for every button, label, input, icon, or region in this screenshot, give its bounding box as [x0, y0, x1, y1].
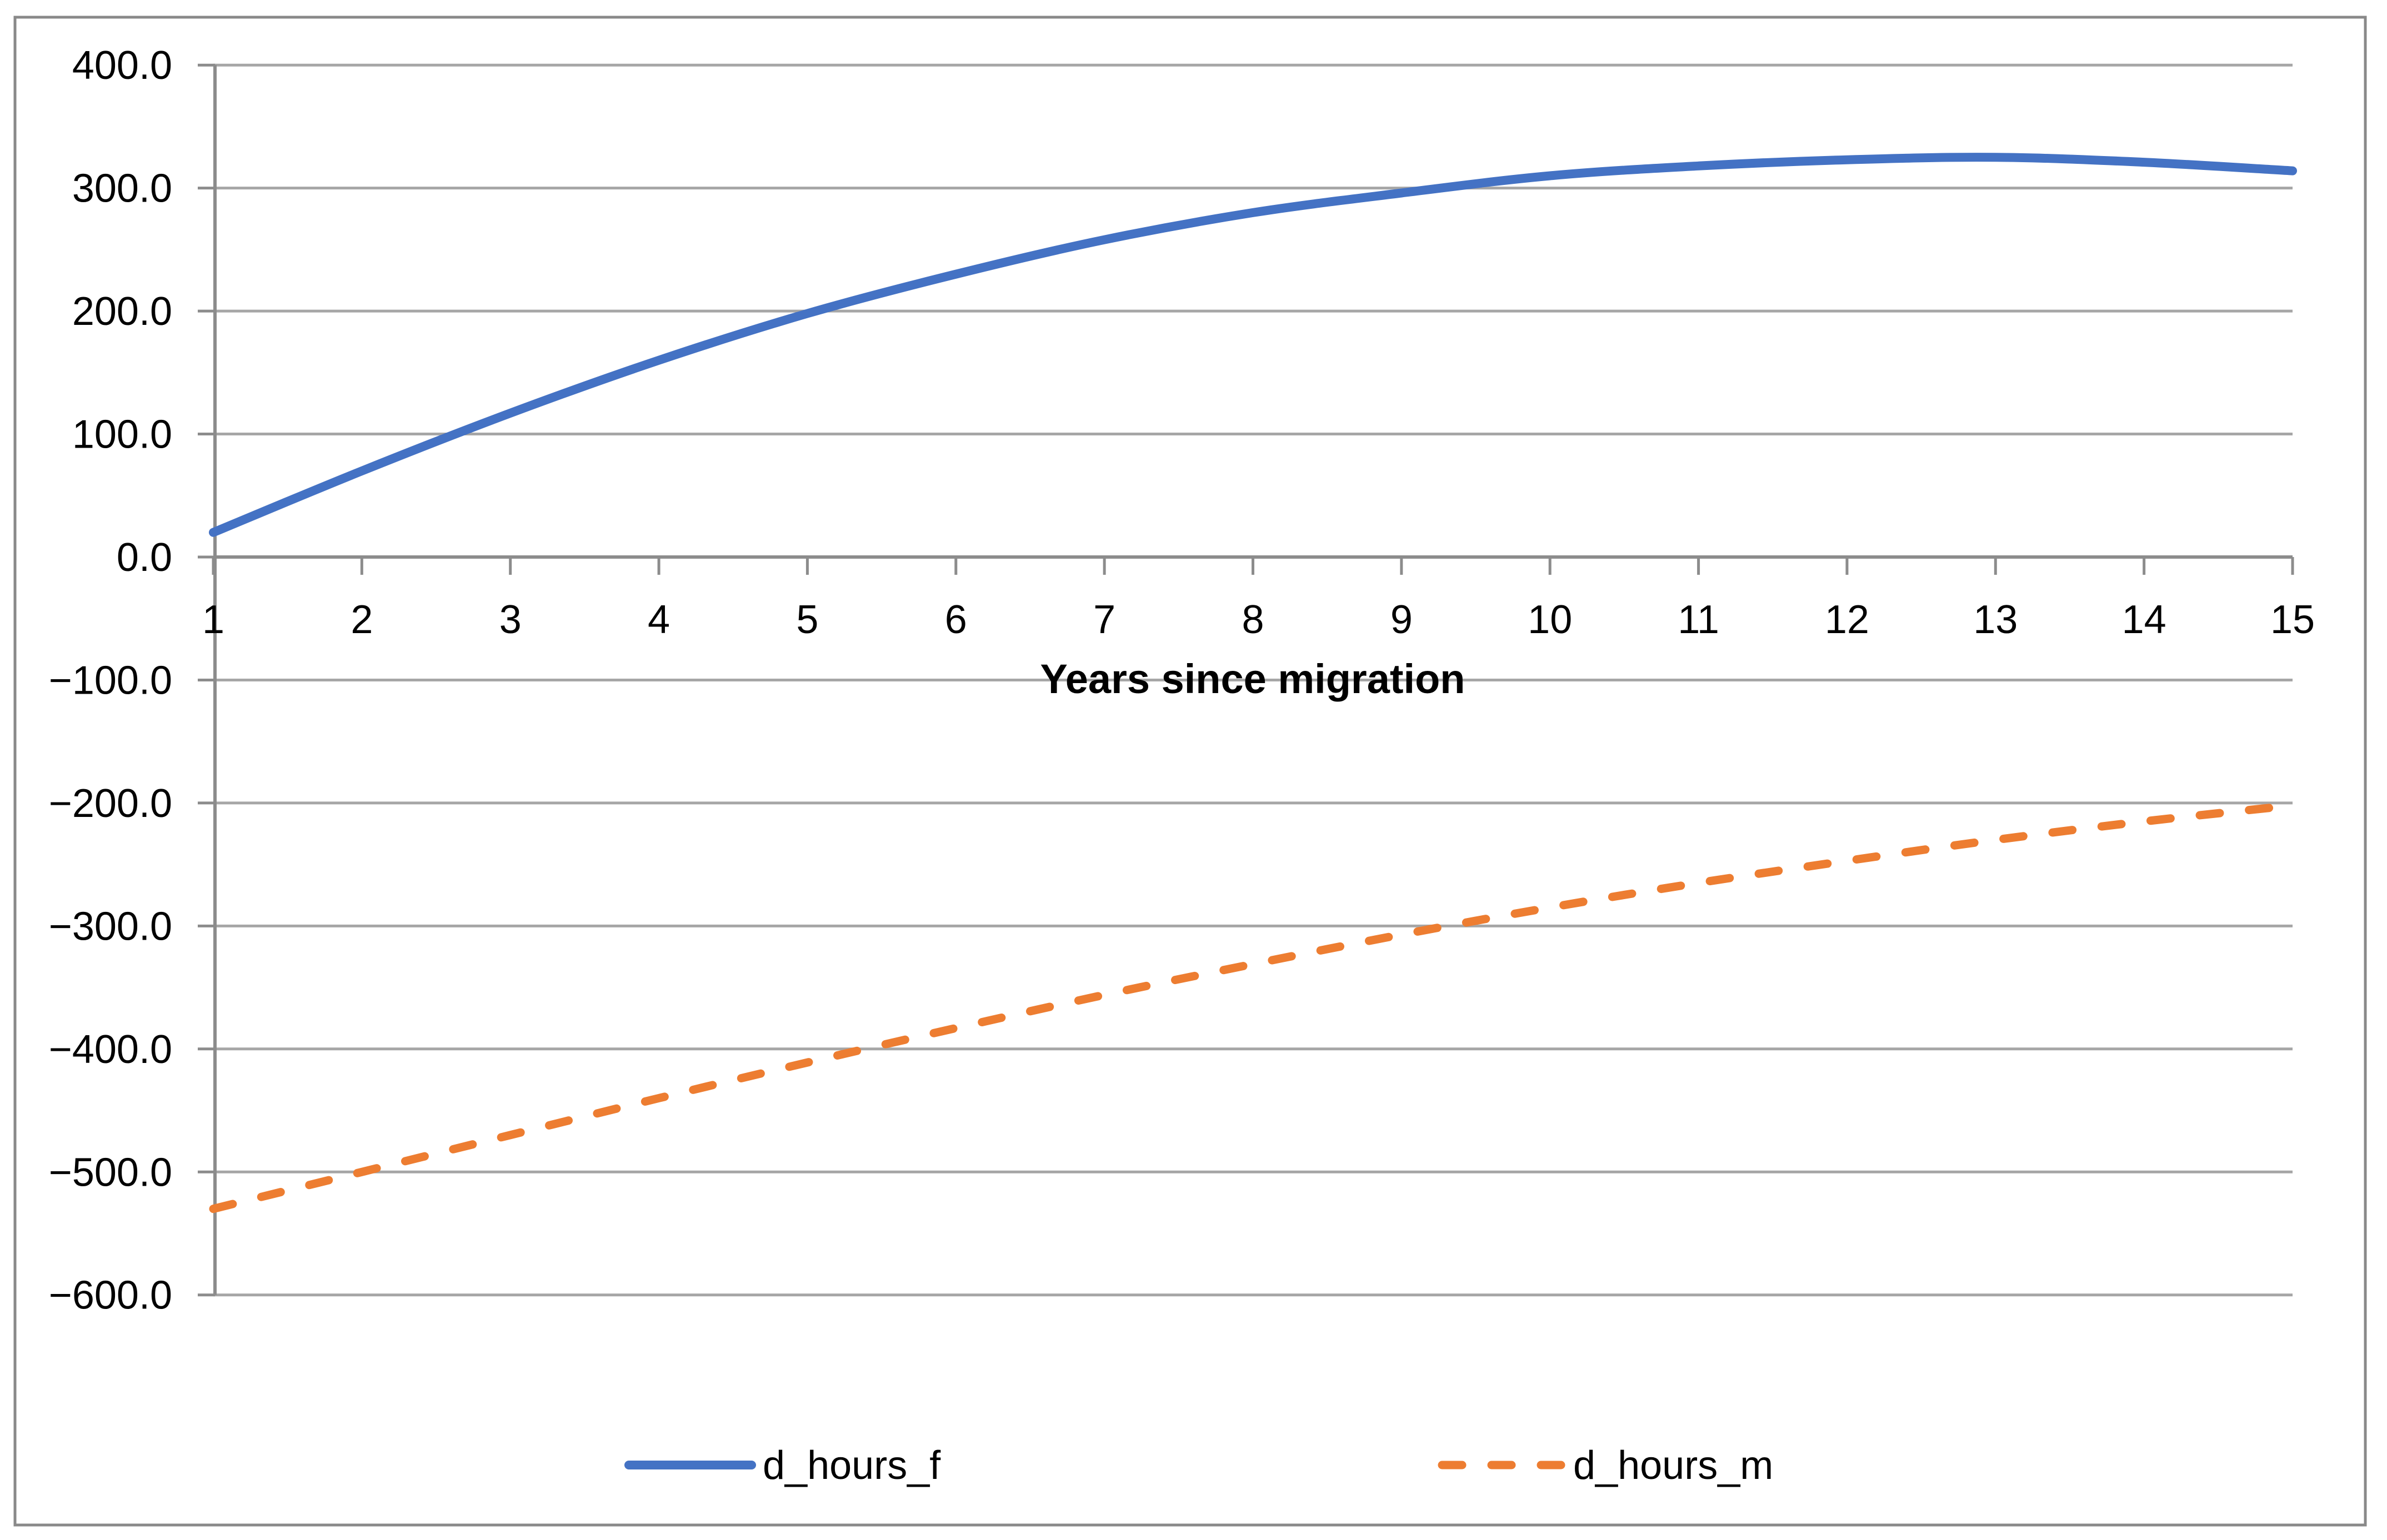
- x-axis-title: Years since migration: [1040, 656, 1465, 702]
- x-tick-label: 2: [351, 598, 373, 642]
- legend-item-d_hours_m[interactable]: d_hours_m: [1438, 1443, 1773, 1488]
- legend-label: d_hours_m: [1573, 1443, 1773, 1488]
- plot-area[interactable]: [209, 153, 2297, 1213]
- axis-ticks: [198, 63, 2294, 1297]
- y-tick-label: −500.0: [49, 1150, 172, 1195]
- y-tick-label: 400.0: [72, 43, 172, 88]
- y-tick-label: 300.0: [72, 167, 172, 211]
- series-line-d_hours_m[interactable]: [209, 801, 2297, 1213]
- y-tick-label: −600.0: [49, 1273, 172, 1318]
- x-tick-label: 15: [2270, 598, 2315, 642]
- y-tick-label: 100.0: [72, 413, 172, 457]
- legend-label: d_hours_f: [763, 1443, 941, 1488]
- x-tick-label: 11: [1678, 598, 1719, 642]
- gridlines: [213, 63, 2293, 1297]
- tick-labels: 400.0 300.0 200.0 100.0 0.0 −100.0 −200.0 −300.…: [49, 43, 2315, 1318]
- y-tick-label: 200.0: [72, 289, 172, 334]
- x-tick-label: 14: [2122, 598, 2166, 642]
- y-tick-label: −300.0: [49, 904, 172, 949]
- y-tick-label: −200.0: [49, 781, 172, 826]
- x-tick-label: 6: [945, 598, 967, 642]
- y-tick-label: −100.0: [49, 658, 172, 703]
- legend: d_hours_f d_hours_m: [624, 1443, 1773, 1488]
- x-tick-label: 4: [648, 598, 670, 642]
- x-tick-label: 12: [1825, 598, 1869, 642]
- x-tick-label: 10: [1528, 598, 1572, 642]
- x-tick-label: 1: [202, 598, 224, 642]
- x-tick-label: 7: [1093, 598, 1115, 642]
- chart-border: [13, 16, 2367, 1527]
- x-tick-label: 9: [1390, 598, 1413, 642]
- legend-item-d_hours_f[interactable]: d_hours_f: [624, 1443, 941, 1488]
- series-line-d_hours_f[interactable]: [209, 153, 2297, 537]
- x-tick-label: 5: [796, 598, 818, 642]
- x-tick-label: 3: [499, 598, 522, 642]
- y-tick-label: 0.0: [117, 535, 172, 580]
- y-tick-label: −400.0: [49, 1027, 172, 1072]
- x-tick-label: 13: [1973, 598, 2018, 642]
- x-tick-label: 8: [1242, 598, 1264, 642]
